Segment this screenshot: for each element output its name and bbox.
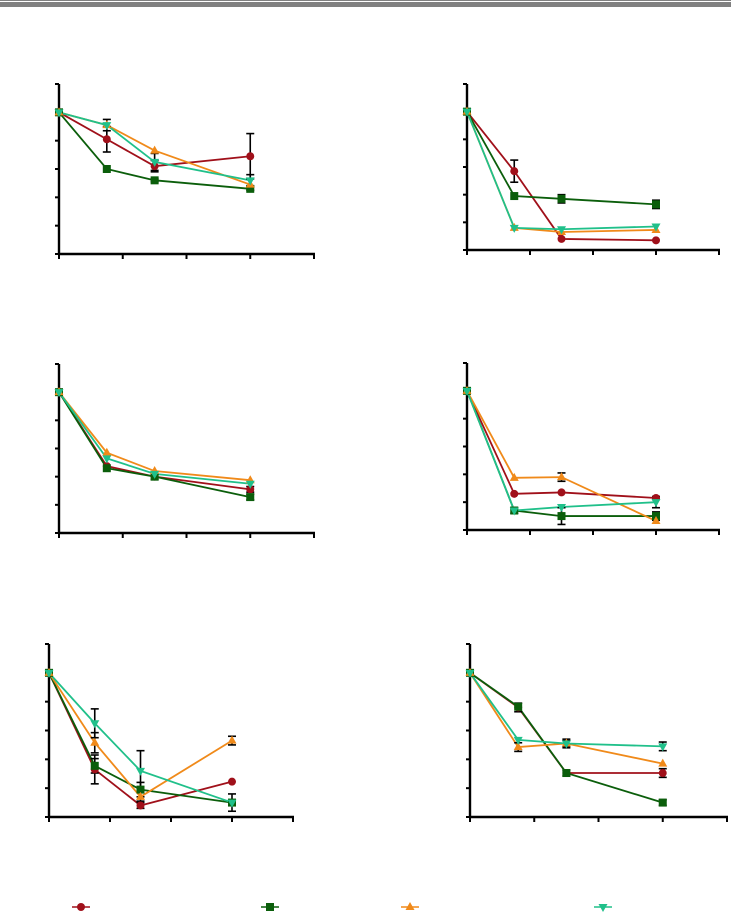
data-point-series_4: [658, 743, 668, 752]
data-point-series_1: [228, 777, 236, 786]
data-point-series_3: [136, 791, 145, 800]
data-point-series_4: [54, 389, 64, 398]
series-line-series_2: [58, 111, 251, 190]
data-point-series_2: [652, 200, 660, 209]
data-point-series_3: [658, 758, 668, 767]
data-point-series_2: [90, 761, 99, 770]
series-line-series_2: [48, 672, 233, 804]
data-point-series_4: [557, 226, 566, 235]
legend: [72, 902, 612, 912]
data-point-series_4: [44, 669, 54, 678]
panels: [44, 83, 728, 822]
legend-marker-square: [266, 903, 274, 911]
header-rule-thin: [0, 0, 731, 1]
series-line-series_4: [58, 391, 251, 485]
series-line-series_4: [58, 111, 251, 182]
series-line-series_3: [48, 672, 233, 798]
legend-item-series_2: [261, 903, 279, 911]
data-point-series_1: [557, 488, 566, 497]
data-point-series_4: [462, 387, 472, 396]
data-point-series_3: [651, 515, 661, 524]
data-point-series_4: [227, 799, 237, 808]
data-point-series_1: [136, 801, 145, 810]
series-line-series_2: [58, 391, 251, 498]
chart-panel-middle-right: [462, 362, 720, 535]
series-line-series_4: [469, 672, 663, 748]
legend-marker-triangle-down: [598, 904, 608, 912]
data-point-series_1: [652, 236, 660, 245]
data-point-series_2: [246, 184, 255, 193]
series-line-series_2: [466, 111, 657, 206]
series-line-series_1: [466, 111, 657, 242]
series-line-series_3: [466, 111, 657, 233]
legend-item-series_4: [594, 904, 612, 912]
legend-item-series_3: [401, 902, 419, 910]
data-point-series_4: [150, 158, 160, 167]
data-point-series_4: [102, 122, 112, 131]
data-point-series_2: [557, 512, 566, 521]
series-line-series_4: [466, 390, 657, 512]
data-point-series_2: [557, 194, 566, 203]
chart-panel-bottom-left: [44, 643, 294, 822]
series-line-series_1: [466, 390, 657, 499]
data-point-series_3: [90, 737, 100, 746]
data-point-series_4: [54, 109, 64, 118]
data-point-series_4: [245, 177, 255, 186]
data-point-series_4: [513, 736, 523, 745]
data-point-series_4: [561, 740, 571, 749]
data-point-series_3: [102, 447, 112, 456]
data-point-series_3: [509, 472, 519, 481]
data-point-series_4: [90, 720, 100, 729]
data-point-series_3: [227, 735, 237, 744]
data-point-series_2: [102, 464, 111, 473]
data-point-series_2: [514, 702, 523, 711]
series-line-series_1: [58, 111, 251, 168]
series-line-series_3: [466, 390, 657, 522]
data-point-series_2: [658, 798, 667, 807]
data-point-series_4: [509, 507, 519, 516]
legend-item-series_1: [72, 903, 90, 911]
data-point-series_2: [246, 493, 255, 502]
data-point-series_3: [513, 742, 523, 751]
series-line-series_4: [48, 672, 233, 804]
data-point-series_4: [102, 455, 112, 464]
legend-marker-triangle-up: [405, 902, 415, 910]
series-line-series_4: [466, 111, 657, 231]
header-rule-thick: [0, 2, 731, 7]
data-point-series_4: [557, 504, 566, 513]
data-point-series_4: [651, 499, 661, 508]
data-point-series_1: [102, 135, 111, 144]
chart-panel-top-left: [54, 83, 315, 259]
legend-marker-circle: [77, 903, 85, 911]
data-point-series_4: [462, 108, 472, 117]
data-point-series_4: [465, 669, 475, 678]
data-point-series_1: [510, 167, 519, 176]
data-point-series_3: [557, 472, 566, 481]
data-point-series_2: [102, 165, 111, 173]
data-point-series_4: [651, 223, 661, 232]
data-point-series_1: [510, 489, 519, 498]
data-point-series_4: [245, 480, 255, 489]
data-point-series_4: [136, 767, 145, 776]
series-line-series_2: [469, 672, 664, 804]
data-point-series_4: [509, 224, 519, 233]
data-point-series_2: [562, 769, 571, 778]
chart-panel-bottom-right: [465, 643, 728, 822]
data-point-series_1: [246, 152, 255, 161]
data-point-series_2: [150, 176, 159, 185]
chart-panel-top-right: [462, 83, 720, 255]
series-line-series_3: [58, 391, 251, 482]
data-point-series_4: [150, 470, 160, 479]
data-point-series_2: [136, 785, 145, 794]
data-point-series_2: [510, 192, 519, 201]
chart-panel-middle-left: [54, 363, 315, 538]
data-point-series_1: [557, 234, 566, 243]
data-point-series_1: [246, 485, 255, 494]
data-point-series_1: [658, 769, 667, 778]
data-point-series_3: [150, 145, 160, 154]
series-line-series_3: [469, 672, 663, 765]
